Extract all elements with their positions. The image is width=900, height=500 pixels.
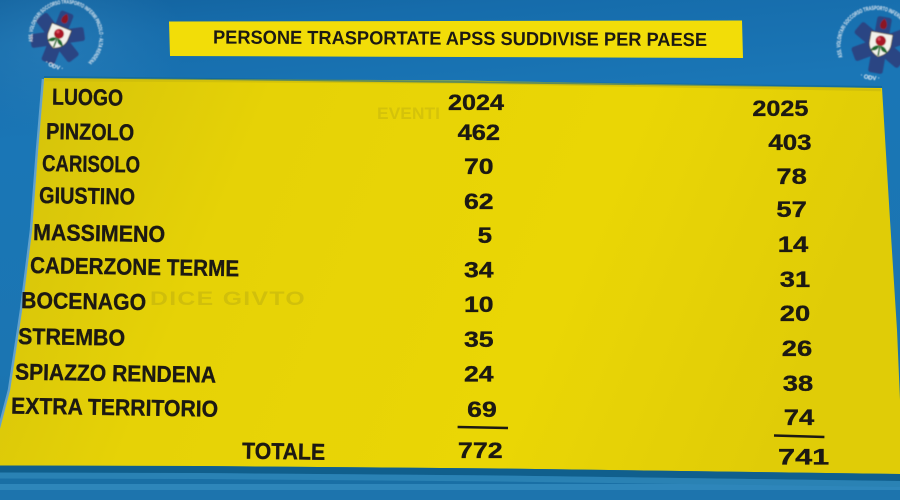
svg-text:57: 57 [776, 197, 806, 222]
svg-text:62: 62 [464, 189, 494, 214]
svg-text:DICE GIVTO: DICE GIVTO [150, 289, 306, 310]
svg-text:70: 70 [464, 154, 494, 179]
svg-text:TOTALE: TOTALE [242, 438, 325, 465]
svg-text:10: 10 [464, 292, 494, 317]
svg-text:2024: 2024 [448, 90, 505, 115]
svg-text:SPIAZZO RENDENA: SPIAZZO RENDENA [15, 359, 216, 388]
svg-text:38: 38 [783, 371, 813, 396]
svg-text:35: 35 [464, 327, 494, 352]
svg-text:26: 26 [782, 336, 812, 361]
svg-text:69: 69 [467, 397, 497, 422]
svg-text:462: 462 [458, 120, 500, 145]
svg-text:34: 34 [464, 258, 494, 283]
svg-text:31: 31 [780, 267, 810, 292]
svg-text:772: 772 [458, 438, 503, 463]
svg-text:403: 403 [768, 130, 811, 155]
svg-text:74: 74 [784, 405, 815, 430]
svg-text:LUOGO: LUOGO [52, 84, 123, 111]
svg-text:GIUSTINO: GIUSTINO [39, 182, 135, 210]
svg-text:BOCENAGO: BOCENAGO [21, 287, 146, 315]
svg-text:78: 78 [776, 164, 806, 189]
svg-text:24: 24 [464, 362, 494, 387]
svg-text:MASSIMENO: MASSIMENO [33, 219, 165, 247]
svg-text:CADERZONE TERME: CADERZONE TERME [30, 252, 239, 281]
svg-text:PINZOLO: PINZOLO [46, 118, 134, 145]
svg-text:5: 5 [478, 223, 492, 248]
svg-text:EXTRA TERRITORIO: EXTRA TERRITORIO [11, 393, 218, 422]
svg-text:EVENTI: EVENTI [377, 104, 440, 123]
svg-text:CARISOLO: CARISOLO [42, 150, 140, 178]
svg-text:14: 14 [778, 232, 809, 257]
svg-text:PERSONE TRASPORTATE APSS SUDDI: PERSONE TRASPORTATE APSS SUDDIVISE PER P… [213, 28, 707, 52]
svg-text:2025: 2025 [752, 96, 808, 121]
svg-text:20: 20 [780, 301, 810, 326]
svg-text:741: 741 [778, 445, 829, 470]
svg-text:STREMBO: STREMBO [18, 323, 125, 351]
